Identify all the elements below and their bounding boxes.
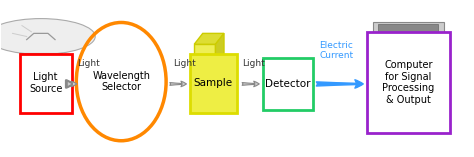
FancyBboxPatch shape — [19, 54, 72, 113]
Text: Computer
for Signal
Processing
& Output: Computer for Signal Processing & Output — [382, 60, 435, 105]
Text: Detector: Detector — [265, 79, 310, 89]
Text: Light: Light — [242, 59, 265, 68]
FancyBboxPatch shape — [378, 24, 438, 38]
FancyBboxPatch shape — [373, 22, 444, 40]
FancyBboxPatch shape — [375, 41, 441, 46]
Polygon shape — [194, 33, 224, 44]
Text: Light: Light — [173, 59, 195, 68]
Text: Electric
Current: Electric Current — [319, 41, 353, 60]
FancyBboxPatch shape — [19, 53, 62, 57]
Text: Light: Light — [77, 59, 100, 68]
FancyBboxPatch shape — [24, 57, 57, 63]
FancyBboxPatch shape — [190, 54, 237, 113]
Polygon shape — [216, 33, 224, 113]
Text: Sample: Sample — [194, 78, 233, 88]
FancyBboxPatch shape — [367, 32, 450, 133]
FancyBboxPatch shape — [29, 62, 53, 66]
FancyBboxPatch shape — [368, 40, 448, 47]
Text: Wavelength
Selector: Wavelength Selector — [92, 71, 150, 92]
FancyBboxPatch shape — [263, 58, 313, 110]
Text: Light
Source: Light Source — [29, 72, 62, 94]
Circle shape — [0, 19, 95, 54]
FancyBboxPatch shape — [194, 44, 216, 113]
